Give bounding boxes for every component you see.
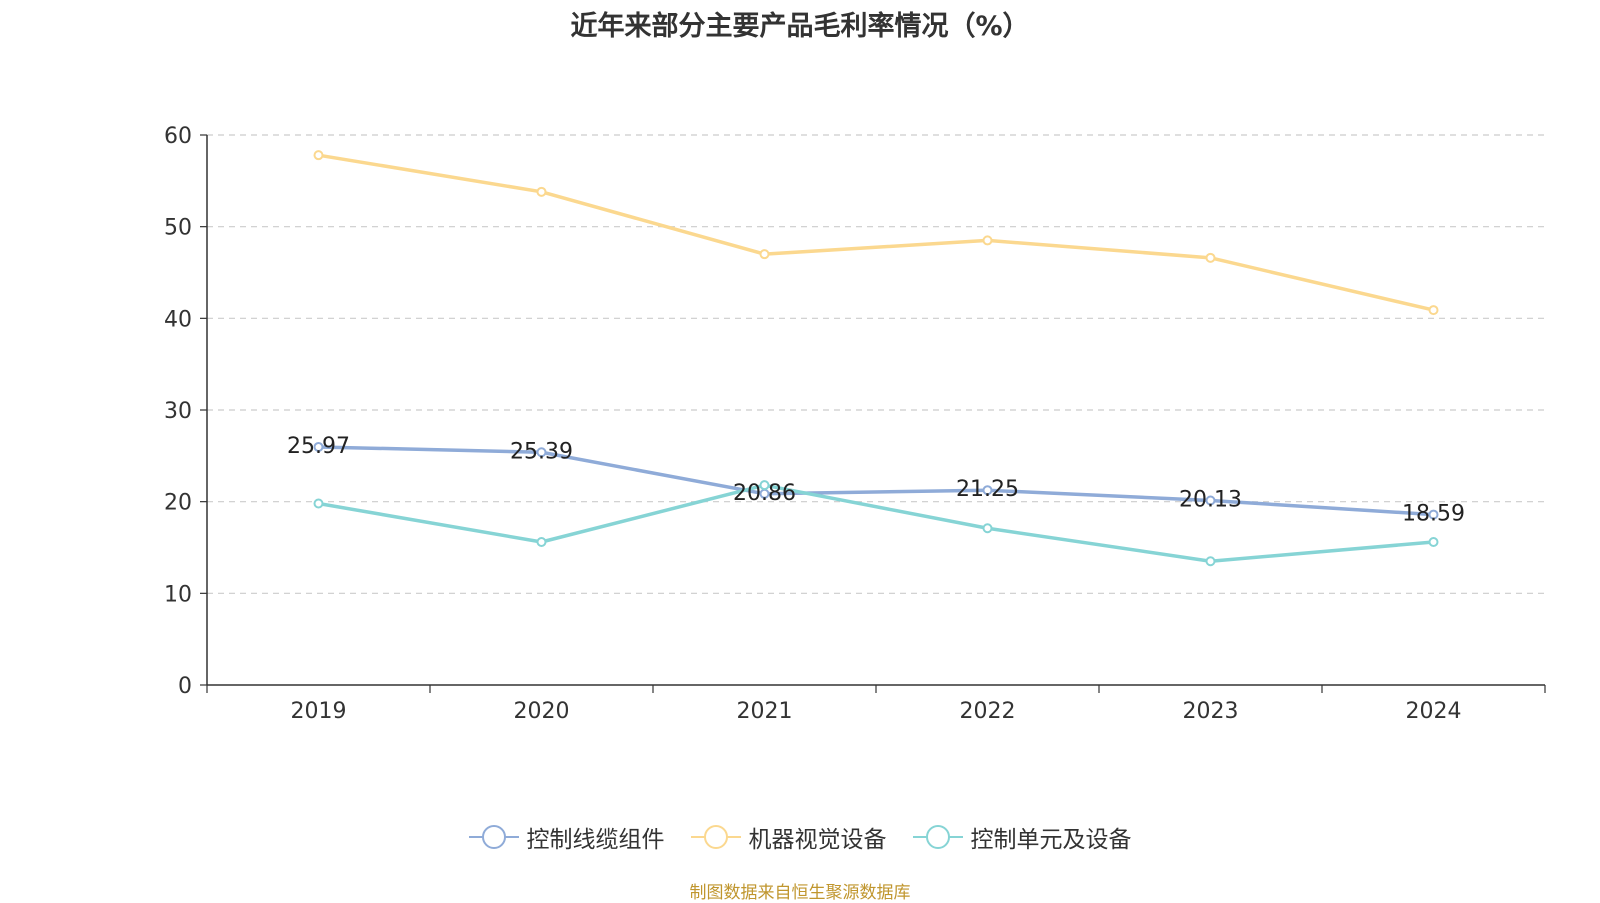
y-tick-label: 10 [164,582,192,607]
data-point [1205,495,1216,506]
series-line-1 [318,153,1434,312]
data-point [313,441,324,452]
legend-marker-icon [468,824,519,850]
x-tick-label: 2024 [1406,699,1462,724]
data-point [982,235,993,246]
legend-label: 控制线缆组件 [526,827,665,853]
legend: 控制线缆组件 机器视觉设备 控制单元及设备 [0,820,1600,854]
data-label: 18.59 [1402,502,1465,527]
series-line-0 [318,445,1434,517]
data-point [759,249,770,260]
data-point [313,150,324,161]
legend-item-cable[interactable]: 控制线缆组件 [468,820,665,854]
data-label: 25.97 [287,434,350,459]
data-point [1428,509,1439,520]
data-point [982,523,993,534]
data-point [1205,556,1216,567]
data-label: 20.13 [1179,487,1242,512]
legend-label: 控制单元及设备 [970,827,1132,853]
x-tick-label: 2019 [291,699,347,724]
y-tick-label: 60 [164,124,192,149]
data-point [759,480,770,491]
chart-title: 近年来部分主要产品毛利率情况（%） [570,11,1030,42]
data-point [1428,537,1439,547]
data-point [313,498,324,509]
x-tick-label: 2022 [960,699,1016,724]
y-tick-label: 20 [164,491,192,516]
series-line-2 [318,483,1434,563]
y-tick-label: 50 [164,216,192,241]
y-tick-label: 40 [164,307,192,332]
legend-item-control-unit[interactable]: 控制单元及设备 [912,820,1132,854]
data-point [982,485,993,496]
data-point [536,537,547,547]
x-tick-label: 2021 [737,699,793,724]
data-label: 20.86 [733,481,796,506]
data-label: 25.39 [510,439,573,464]
data-point [536,447,547,458]
x-tick-label: 2023 [1183,699,1239,724]
source-note: 制图数据来自恒生聚源数据库 [689,883,911,903]
data-label: 21.25 [956,477,1019,502]
x-tick-label: 2020 [514,699,570,724]
y-tick-label: 30 [164,399,192,424]
legend-marker-icon [690,824,741,850]
data-point [1428,305,1439,316]
data-point [536,186,547,197]
legend-marker-icon [912,824,963,850]
legend-label: 机器视觉设备 [748,827,887,853]
y-tick-label: 0 [178,674,192,699]
legend-item-vision[interactable]: 机器视觉设备 [690,820,887,854]
data-point [1205,252,1216,263]
